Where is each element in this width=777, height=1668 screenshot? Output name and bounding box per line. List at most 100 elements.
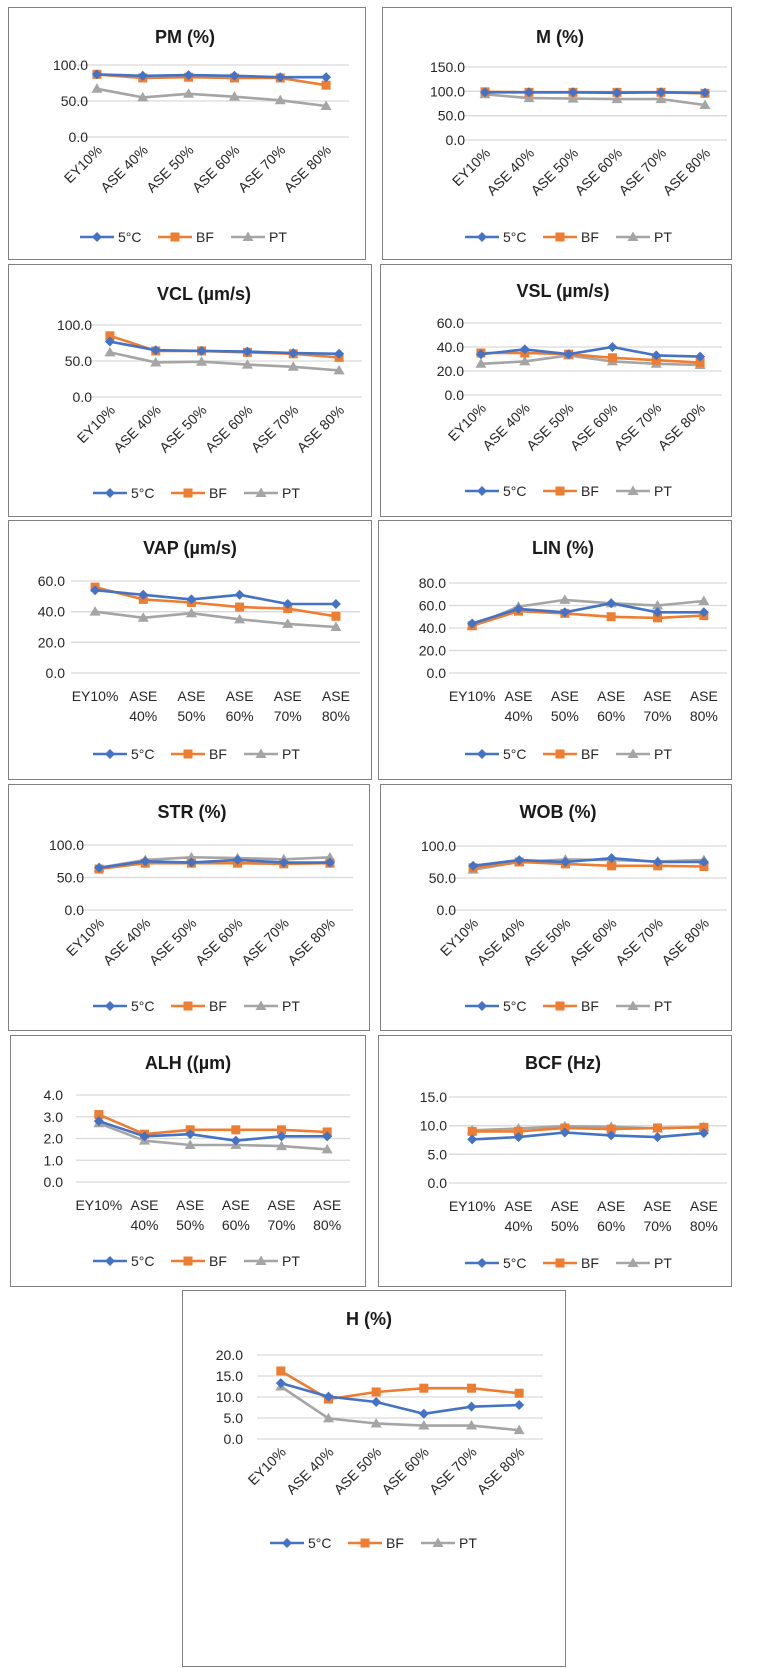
x-tick-label: ASE 80% <box>322 688 350 724</box>
legend-label-bf: BF <box>581 998 599 1014</box>
series-5c-point <box>276 1131 287 1142</box>
legend-marker-pt <box>242 231 254 241</box>
legend-label-pt: PT <box>269 229 287 245</box>
chart-title: LIN (%) <box>532 538 594 558</box>
legend-marker-5c <box>477 1258 487 1268</box>
series-bf-point <box>514 1388 524 1398</box>
legend-marker-bf <box>183 749 193 759</box>
series-5c-point <box>186 594 197 605</box>
legend-marker-bf <box>183 1256 193 1266</box>
series-5c-point <box>524 87 534 98</box>
legend-marker-5c <box>105 488 115 498</box>
str-chart-panel: STR (%) 100.0 50.0 0.0 EY10% ASE 40% ASE 50% AS… <box>8 784 370 1031</box>
x-tick-label: ASE 40% <box>479 400 533 454</box>
legend-label-pt: PT <box>282 485 300 501</box>
x-tick-label: ASE 60% <box>597 688 625 724</box>
x-tick-label: ASE 70% <box>643 688 671 724</box>
series-pt-line <box>96 87 327 108</box>
x-tick-label: ASE 40% <box>474 915 528 969</box>
series-5c-point <box>137 70 148 81</box>
x-tick-label: ASE 50% <box>523 400 577 454</box>
y-tick-label: 60.0 <box>38 573 65 589</box>
legend-label-5c: 5°C <box>503 483 527 499</box>
series-5c-point <box>475 349 486 360</box>
y-tick-label: 0.0 <box>46 665 66 681</box>
legend-marker-5c <box>477 1001 487 1011</box>
legend-label-bf: BF <box>209 998 227 1014</box>
x-tick-label: EY10% <box>449 145 493 189</box>
series-pt-line <box>484 93 706 107</box>
x-tick-label: ASE 40% <box>97 142 151 196</box>
legend-label-5c: 5°C <box>131 1253 155 1269</box>
x-tick-label: ASE 60% <box>571 145 625 199</box>
x-tick-label: ASE 50% <box>143 142 197 196</box>
series-pt-point <box>475 358 487 368</box>
legend-label-5c: 5°C <box>503 746 527 762</box>
x-tick-label: EY10% <box>63 915 107 959</box>
series-pt-point <box>183 88 195 98</box>
x-tick-label: ASE 40% <box>504 1198 532 1234</box>
legend-label-bf: BF <box>209 746 227 762</box>
legend-label-pt: PT <box>654 746 672 762</box>
y-tick-label: 150.0 <box>430 59 465 75</box>
series-5c-point <box>698 857 709 867</box>
legend-marker-5c <box>105 1256 115 1266</box>
legend-label-5c: 5°C <box>308 1535 332 1551</box>
x-tick-label: EY10% <box>61 142 105 186</box>
series-5c-line <box>472 856 704 868</box>
x-tick-label: ASE 50% <box>551 1198 579 1234</box>
series-5c-point <box>606 853 617 864</box>
series-pt-point <box>196 356 208 366</box>
series-5c-point <box>234 589 245 600</box>
series-5c-point <box>606 1130 617 1141</box>
y-tick-label: 5.0 <box>428 1146 448 1162</box>
series-5c-point <box>138 589 149 600</box>
y-tick-label: 5.0 <box>224 1410 244 1426</box>
legend-label-pt: PT <box>282 998 300 1014</box>
y-tick-label: 20.0 <box>38 634 65 650</box>
x-tick-label: EY10% <box>74 402 118 446</box>
legend-label-5c: 5°C <box>503 229 527 245</box>
series-5c-point <box>275 72 286 83</box>
x-tick-label: ASE 50% <box>551 688 579 724</box>
series-pt-point <box>333 364 345 375</box>
series-pt-line <box>280 1385 520 1432</box>
chart-title: PM (%) <box>155 27 215 47</box>
chart-legend: 5°C BF PT <box>270 1535 477 1551</box>
legend-marker-pt <box>432 1537 444 1547</box>
y-tick-label: 100.0 <box>421 838 456 854</box>
x-tick-label: ASE 60% <box>202 402 256 456</box>
series-pt-point <box>228 91 240 101</box>
series-5c-point <box>514 855 525 866</box>
legend-marker-5c <box>92 232 102 242</box>
y-tick-label: 50.0 <box>429 870 456 886</box>
series-5c-point <box>695 351 706 362</box>
series-5c-point <box>652 857 663 867</box>
series-pt-point <box>185 607 197 618</box>
alh-m-chart-svg: ALH ((µm) 4.0 3.0 2.0 1.0 0.0 EY10% ASE 40% ASE 50… <box>44 1053 350 1269</box>
legend-marker-bf <box>555 1001 565 1011</box>
y-tick-label: 20.0 <box>216 1347 243 1363</box>
vsl-m-s-chart-panel: VSL (µm/s) 60.0 40.0 20.0 0.0 EY10% ASE 40% ASE… <box>380 264 732 517</box>
legend-label-bf: BF <box>581 229 599 245</box>
y-tick-label: 60.0 <box>437 315 464 331</box>
chart-legend: 5°C BF PT <box>465 483 672 499</box>
x-tick-label: ASE 50% <box>146 915 200 969</box>
legend-marker-pt <box>627 1000 639 1010</box>
legend-marker-5c <box>477 486 487 496</box>
series-pt-point <box>699 99 711 109</box>
series-5c-point <box>698 607 709 618</box>
x-tick-label: EY10% <box>445 400 489 444</box>
x-tick-label: ASE 70% <box>248 402 302 456</box>
wob-chart-panel: WOB (%) 100.0 50.0 0.0 EY10% ASE 40% ASE 50% AS… <box>380 784 732 1031</box>
x-tick-label: ASE 50% <box>177 688 205 724</box>
series-5c-point <box>322 1131 333 1142</box>
y-tick-label: 0.0 <box>445 387 465 403</box>
series-pt-point <box>523 92 535 103</box>
legend-marker-pt <box>627 485 639 495</box>
x-tick-label: ASE 60% <box>226 688 254 724</box>
lin-chart-panel: LIN (%) 80.0 60.0 40.0 20.0 0.0 EY10% ASE 40% ASE… <box>378 520 732 780</box>
legend-marker-bf <box>555 749 565 759</box>
